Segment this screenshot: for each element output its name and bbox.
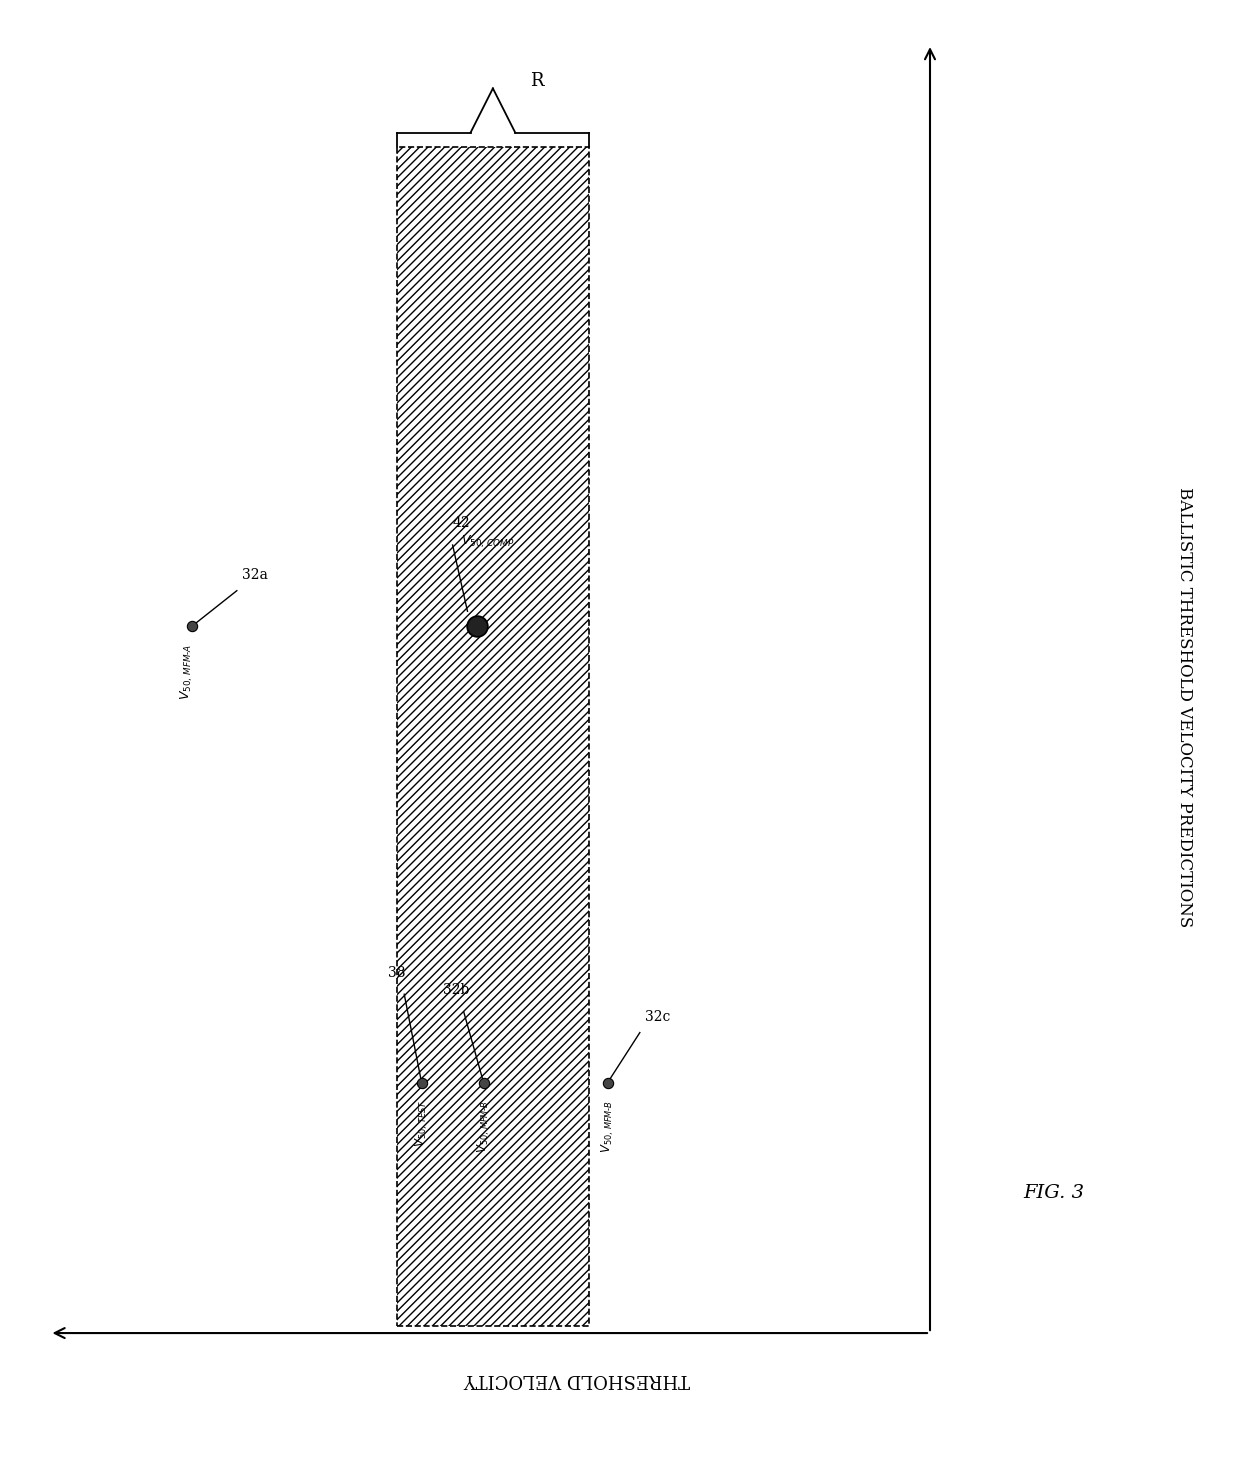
- Text: 38: 38: [388, 965, 405, 980]
- Text: 32b: 32b: [443, 982, 470, 997]
- Text: R: R: [531, 72, 543, 90]
- Text: $V_{50,\,TEST}$: $V_{50,\,TEST}$: [413, 1100, 430, 1147]
- Point: [182, 614, 202, 638]
- Point: [412, 1071, 432, 1094]
- Text: BALLISTIC THRESHOLD VELOCITY PREDICTIONS: BALLISTIC THRESHOLD VELOCITY PREDICTIONS: [1176, 488, 1193, 927]
- Point: [598, 1071, 618, 1094]
- Text: THRESHOLD VELOCITY: THRESHOLD VELOCITY: [464, 1370, 689, 1388]
- Text: 32c: 32c: [645, 1009, 670, 1024]
- Text: FIG. 3: FIG. 3: [1023, 1184, 1085, 1202]
- Bar: [397, 147, 589, 1326]
- Text: 42: 42: [453, 516, 470, 530]
- Text: $V_{50,\,MFM\text{-}B}$: $V_{50,\,MFM\text{-}B}$: [599, 1100, 616, 1153]
- Text: 32a: 32a: [242, 567, 268, 582]
- Text: $V_{50,\,COMP}$: $V_{50,\,COMP}$: [461, 533, 515, 549]
- Text: $V_{50,\,MFM\text{-}A}$: $V_{50,\,MFM\text{-}A}$: [179, 644, 196, 700]
- Point: [467, 614, 487, 638]
- Text: $V_{50,\,MFM\text{-}B}$: $V_{50,\,MFM\text{-}B}$: [475, 1100, 492, 1153]
- Point: [474, 1071, 494, 1094]
